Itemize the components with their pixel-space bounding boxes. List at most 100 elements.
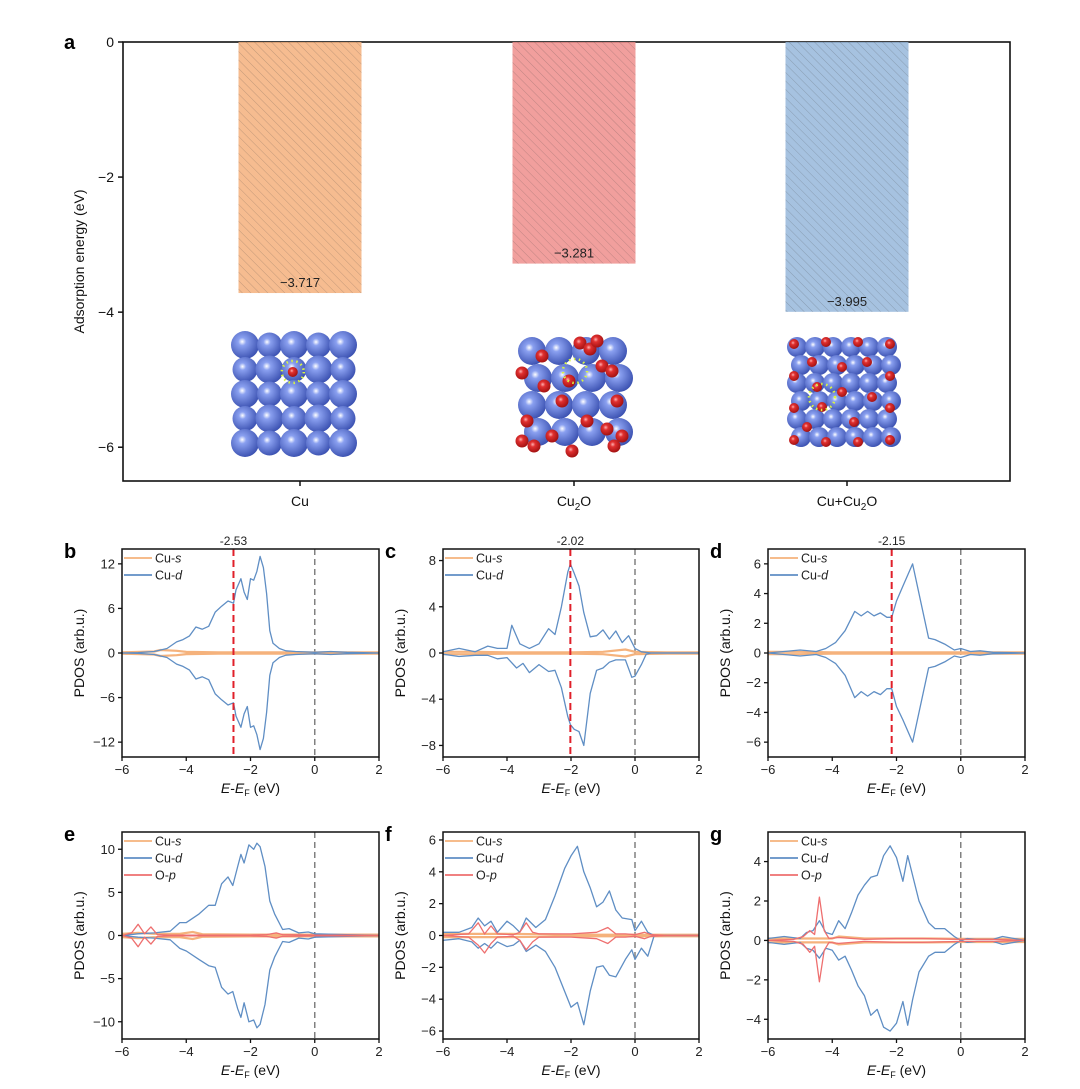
cu-atom <box>841 373 861 393</box>
cu-atom <box>330 357 356 382</box>
o-atom <box>527 439 541 453</box>
o-atom <box>515 366 529 380</box>
y-tick-label: −12 <box>93 735 115 750</box>
cu-atom <box>330 406 356 431</box>
x-tick-label: −2 <box>889 762 904 777</box>
y-axis-label: PDOS (arb.u.) <box>71 891 87 980</box>
panel-letter-d: d <box>710 541 722 563</box>
y-tick-label: 2 <box>754 616 761 631</box>
cu-atom <box>231 380 259 408</box>
plot-area <box>443 832 699 1039</box>
cu-atom <box>304 355 333 384</box>
x-tick-label: 0 <box>631 762 638 777</box>
cu-cu2o-slab-structure <box>787 337 901 447</box>
x-tick-label: 2 <box>375 762 382 777</box>
cu-atom <box>255 355 284 384</box>
series-cu-d-down <box>443 652 699 747</box>
o-atom <box>520 414 534 428</box>
y-axis-label: PDOS (arb.u.) <box>717 891 733 980</box>
cu-atom <box>859 337 879 357</box>
y-tick-label: 0 <box>429 928 436 943</box>
o-atom <box>821 437 831 447</box>
panel-g-pdos: g −6 −4 −2 0 2 4 2 0 −2 −4 E-EF (eV) PDOS (arb.u.) Cu… <box>710 824 1029 1080</box>
o-atom <box>789 435 799 445</box>
cu-atom <box>599 337 627 365</box>
y-axis-label: PDOS (arb.u.) <box>392 891 408 980</box>
cu-atom <box>255 404 284 433</box>
legend-label-cu-s: Cu-s <box>476 552 502 566</box>
o-atom <box>867 392 877 402</box>
o-adsorbate-atom <box>287 366 298 377</box>
x-tick-label: −4 <box>825 1044 840 1059</box>
series-cu-d-up <box>443 845 699 937</box>
series-cu-s-up <box>443 648 699 654</box>
y-tick-label: 6 <box>108 601 115 616</box>
legend-label-cu-d: Cu-d <box>801 569 829 583</box>
x-tick-label: −6 <box>761 762 776 777</box>
panel-letter-b: b <box>64 541 76 563</box>
y-tick-label: −2 <box>746 675 761 690</box>
panel-c-pdos: c -2.02 −6 −4 −2 0 2 8 4 0 −4 −8 E-EF (eV) PDOS (arb.… <box>385 534 703 798</box>
o-atom <box>885 403 895 413</box>
legend-label-cu-d: Cu-d <box>476 569 504 583</box>
y-tick-label: −4 <box>98 304 114 320</box>
y-tick-label: −4 <box>746 1012 761 1027</box>
x-tick-label: 2 <box>695 1044 702 1059</box>
legend-label-o-p: O-p <box>801 869 822 883</box>
cu-atom <box>306 381 331 407</box>
plot-area <box>443 549 699 757</box>
cu-atom <box>306 430 331 456</box>
cu-atom <box>877 409 897 429</box>
y-tick-label: −4 <box>746 705 761 720</box>
bar-hatch <box>512 42 636 264</box>
cu-atom <box>881 355 901 375</box>
panel-a-adsorption-energy: a −3.717 Cu −3.281 Cu2O −3.995 Cu+Cu2O 0 −2 −4 −6 A… <box>64 32 1011 513</box>
cu-atom <box>859 373 879 393</box>
o-atom <box>789 371 799 381</box>
y-tick-label: 6 <box>429 832 436 847</box>
x-tick-label: −4 <box>179 762 194 777</box>
x-tick-label: −4 <box>825 762 840 777</box>
y-tick-label: 12 <box>101 556 115 571</box>
x-tick-label: −6 <box>436 1044 451 1059</box>
y-tick-label: 10 <box>101 842 115 857</box>
series-cu-d-up <box>122 555 379 654</box>
o-atom <box>837 387 847 397</box>
bar-value-label: −3.995 <box>827 294 867 309</box>
d-band-center-label: -2.02 <box>557 534 585 548</box>
cu-atom <box>518 391 546 419</box>
cu-atom <box>329 429 357 457</box>
y-tick-label: 0 <box>754 646 761 661</box>
cu-atom <box>257 381 282 407</box>
series-cu-d-down <box>443 934 699 1026</box>
o-atom <box>802 422 812 432</box>
x-tick-label: Cu <box>291 493 309 509</box>
cu-atom <box>863 427 883 447</box>
y-tick-label: 0 <box>754 933 761 948</box>
o-atom <box>789 403 799 413</box>
cu2o-slab-structure <box>515 334 633 458</box>
x-tick-label: 2 <box>375 1044 382 1059</box>
x-tick-label: −6 <box>115 762 130 777</box>
cu-atom <box>281 406 307 431</box>
y-tick-label: −4 <box>421 992 436 1007</box>
panel-letter-e: e <box>64 824 75 846</box>
x-axis-label: E-EF (eV) <box>221 1062 280 1080</box>
plot-area <box>768 549 1025 757</box>
x-tick-label: −6 <box>115 1044 130 1059</box>
highlight-ring <box>280 359 306 385</box>
cu-atom <box>845 355 865 375</box>
o-atom <box>535 349 549 363</box>
legend-label-cu-s: Cu-s <box>155 552 181 566</box>
cu-atom <box>827 427 847 447</box>
legend-label-cu-s: Cu-s <box>801 835 827 849</box>
y-tick-label: −6 <box>746 735 761 750</box>
series-cu-d-up <box>122 842 379 937</box>
series-cu-d-up <box>768 563 1025 654</box>
x-tick-label: 0 <box>631 1044 638 1059</box>
y-axis-label: Adsorption energy (eV) <box>71 190 87 334</box>
d-band-center-label: -2.53 <box>220 534 248 548</box>
legend-label-cu-d: Cu-d <box>476 852 504 866</box>
cu-atom <box>304 404 333 433</box>
o-atom <box>515 434 529 448</box>
